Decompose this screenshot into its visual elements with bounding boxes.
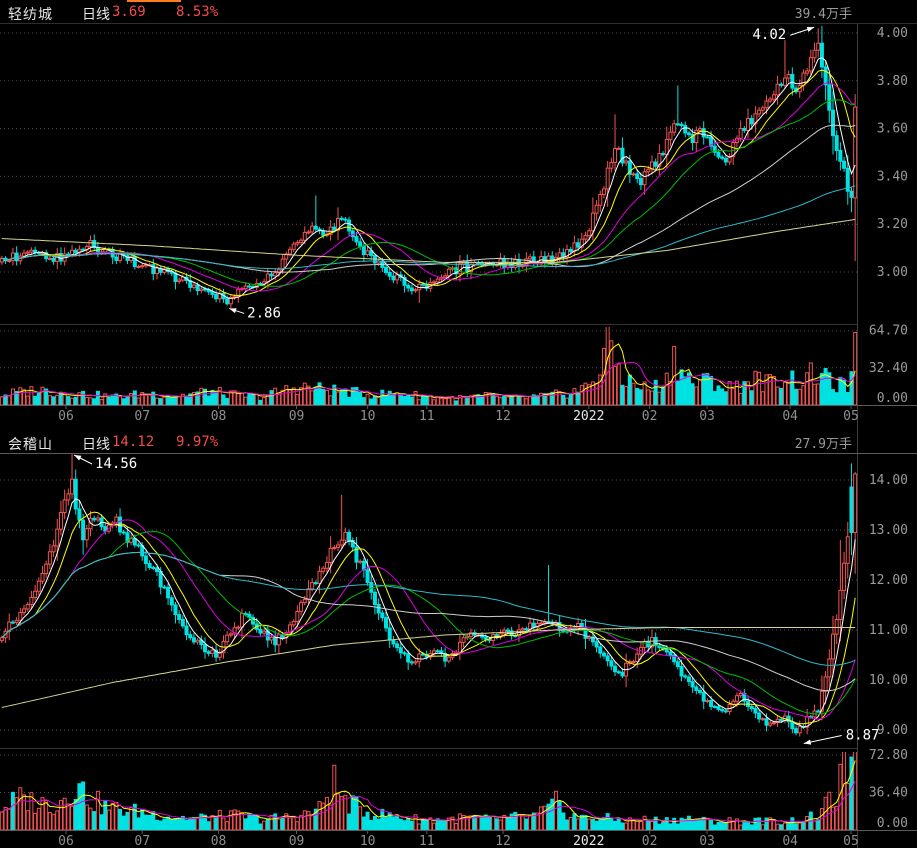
price-annotation: 8.87 [846,728,880,744]
price-annotation: 2.86 [247,305,281,321]
y-axis-label: 9.00 [877,723,908,738]
x-axis-label: 02 [642,409,658,424]
chart2-x-axis: 06 07 08 09 10 11 12 2022 02 03 04 05 [58,830,859,848]
y-axis-label: 3.60 [877,122,908,137]
y-axis-label: 4.00 [877,26,908,41]
volume-axis-label: 36.40 [869,786,908,801]
y-axis-label: 10.00 [869,673,908,688]
price-annotation: 4.02 [752,27,786,43]
chart2-total-volume: 27.9万手 [794,437,852,452]
x-axis-label: 02 [642,834,658,848]
ma250-line [1,627,856,708]
chart2-change-percent: 9.97% [176,434,219,450]
x-axis-label: 2022 [573,834,604,848]
x-axis-label: 09 [289,834,305,848]
x-axis-label: 08 [211,409,227,424]
x-axis-label: 08 [211,834,227,848]
chart2-annotations: 14.56 8.87 [73,454,880,745]
chart2-volume-layer[interactable] [0,749,857,830]
chart1-period-label[interactable]: 日线 [82,7,110,23]
chart1-last-price: 3.69 [112,4,146,20]
chart1-x-axis: 06 07 08 09 10 11 12 2022 02 03 04 05 [58,405,859,424]
chart-frame [0,23,917,848]
y-axis-label: 3.80 [877,74,908,89]
y-axis-label: 13.00 [869,523,908,538]
x-axis-label: 10 [360,409,376,424]
y-axis-label: 3.20 [877,217,908,232]
x-axis-label: 05 [843,409,859,424]
x-axis-label: 06 [58,834,74,848]
x-axis-label: 04 [782,409,798,424]
volume-axis-label: 72.80 [869,748,908,763]
x-axis-label: 12 [495,409,511,424]
ma250-line [1,218,856,263]
chart2-volume-ma-lines [1,760,856,824]
y-axis-label: 3.00 [877,265,908,280]
x-axis-label: 12 [495,834,511,848]
x-axis-label: 03 [699,409,715,424]
chart1-total-volume: 39.4万手 [794,7,852,22]
x-axis-label: 03 [699,834,715,848]
chart1-ma-lines [1,57,856,299]
chart1-stock-name: 轻纺城 [8,7,53,23]
y-axis-label: 3.40 [877,169,908,184]
y-axis-label: 14.00 [869,473,908,488]
x-axis-label: 2022 [573,409,604,424]
active-tab-indicator [127,0,181,2]
x-axis-label: 11 [419,834,435,848]
x-axis-label: 11 [419,409,435,424]
chart2-last-price: 14.12 [112,434,155,450]
chart2-gridlines: 14.00 13.00 12.00 11.00 10.00 9.00 72.80 36.40 0… [0,473,908,831]
volume-axis-label: 0.00 [877,391,908,406]
x-axis-label: 07 [134,409,150,424]
price-annotation: 14.56 [95,456,137,472]
volume-axis-label: 32.40 [869,361,908,376]
chart1-header: 轻纺城 日线 3.69 8.53% 39.4万手 [0,0,917,24]
y-axis-label: 12.00 [869,573,908,588]
volume-axis-label: 64.70 [869,324,908,339]
chart2-period-label[interactable]: 日线 [82,437,110,453]
y-axis-label: 11.00 [869,623,908,638]
chart2-ma-lines [1,498,856,728]
chart1-change-percent: 8.53% [176,4,219,20]
x-axis-label: 09 [289,409,305,424]
x-axis-label: 10 [360,834,376,848]
chart1-annotations: 4.02 2.86 [229,26,815,321]
chart1-candles-layer[interactable] [0,24,857,308]
chart1-gridlines: 4.00 3.80 3.60 3.40 3.20 3.00 64.70 32.40 0.00 [0,26,908,406]
x-axis-label: 05 [843,834,859,848]
chart1-volume-ma-lines [1,343,856,399]
volume-axis-label: 0.00 [877,816,908,831]
chart2-header: 会稽山 日线 14.12 9.97% 27.9万手 [0,430,917,454]
x-axis-label: 06 [58,409,74,424]
x-axis-label: 07 [134,834,150,848]
x-axis-label: 04 [782,834,798,848]
chart2-candles-layer[interactable] [0,452,857,737]
chart1-volume-layer[interactable] [0,300,857,405]
chart2-stock-name: 会稽山 [8,437,53,453]
